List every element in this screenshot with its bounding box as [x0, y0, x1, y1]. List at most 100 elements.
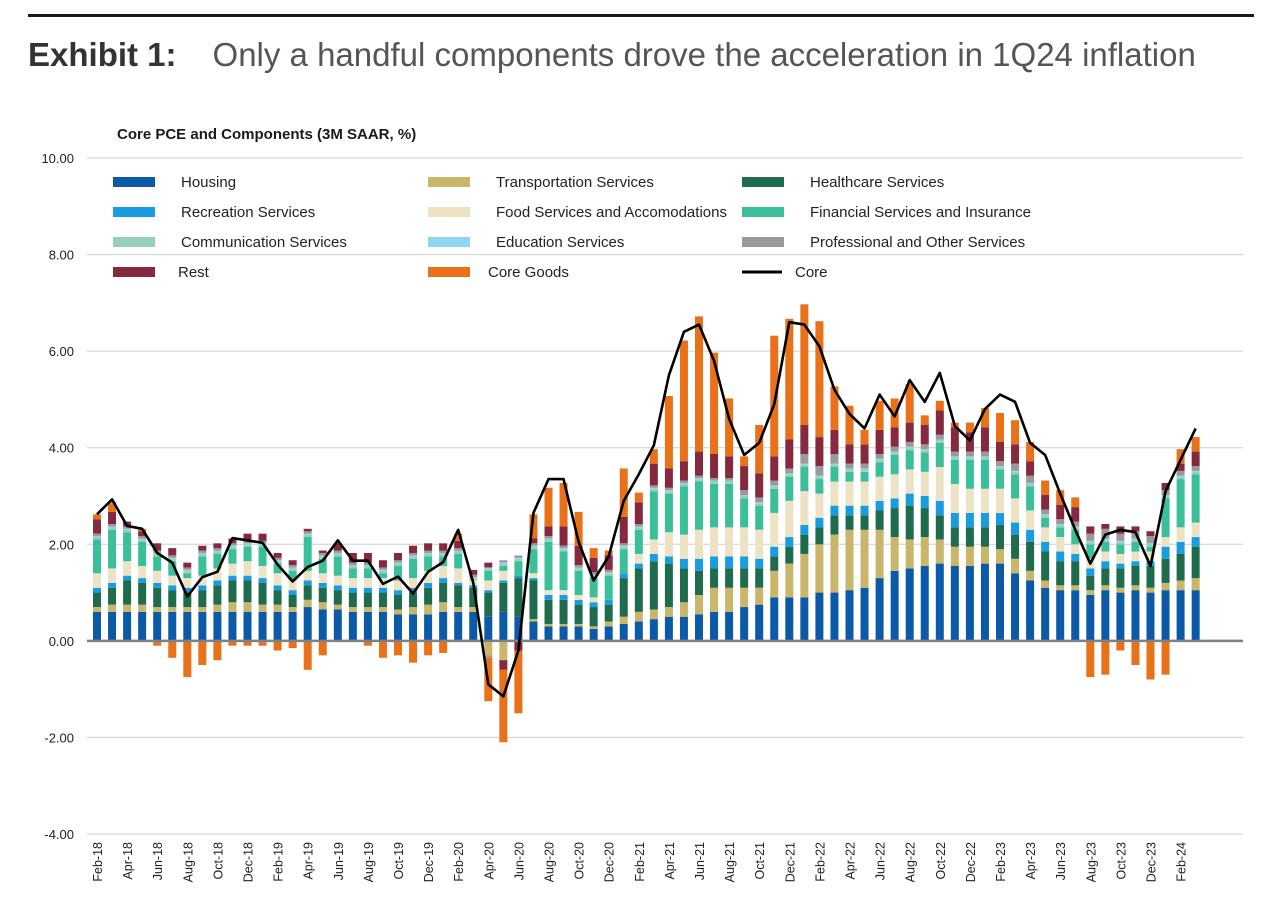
- bar-segment: [695, 594, 703, 615]
- bar-segment: [875, 453, 884, 459]
- bar-segment: [153, 607, 162, 612]
- x-tick-label: Feb-19: [272, 842, 286, 882]
- bar-segment: [544, 538, 553, 540]
- bar-segment: [288, 611, 297, 641]
- bar-segment: [303, 537, 312, 571]
- bar-segment: [785, 563, 794, 598]
- bar-segment: [1071, 544, 1080, 554]
- bar-segment: [363, 587, 372, 593]
- bar-segment: [333, 553, 342, 557]
- bar-segment: [1101, 524, 1110, 529]
- bar-segment: [198, 611, 207, 641]
- legend-label: Transportation Services: [496, 174, 654, 191]
- bar-segment: [123, 529, 132, 533]
- bar-segment: [589, 628, 598, 641]
- bar-segment: [1086, 533, 1095, 541]
- bar-segment: [860, 469, 869, 472]
- bar-segment: [499, 562, 508, 564]
- bar-segment: [604, 575, 613, 600]
- bar-segment: [168, 640, 177, 658]
- bar-segment: [695, 529, 703, 559]
- bar-segment: [815, 437, 824, 467]
- bar-segment: [935, 539, 944, 564]
- bar-segment: [770, 488, 779, 513]
- bar-segment: [980, 563, 989, 641]
- bar-segment: [303, 533, 312, 535]
- bar-segment: [409, 578, 418, 588]
- bar-segment: [168, 607, 177, 612]
- bar-segment: [950, 459, 959, 484]
- bar-segment: [890, 498, 899, 509]
- bar-segment: [1086, 544, 1095, 559]
- bar-segment: [363, 607, 372, 612]
- bar-segment: [138, 566, 147, 579]
- bar-segment: [108, 582, 117, 588]
- bar-segment: [378, 570, 387, 574]
- bar-segment: [604, 573, 613, 576]
- bar-segment: [619, 545, 628, 547]
- bar-segment: [454, 548, 463, 551]
- bar-segment: [123, 611, 132, 641]
- bar-segment: [243, 602, 252, 612]
- bar-segment: [213, 611, 222, 641]
- bar-segment: [333, 585, 342, 591]
- bar-segment: [273, 590, 282, 605]
- bar-segment: [1161, 582, 1170, 591]
- bar-segment: [1086, 594, 1095, 641]
- x-tick-label: Apr-22: [844, 842, 858, 880]
- bar-segment: [649, 609, 658, 620]
- bar-segment: [935, 440, 944, 443]
- bar-segment: [815, 479, 824, 494]
- bar-segment: [168, 585, 177, 591]
- bar-segment: [695, 451, 703, 476]
- bar-segment: [454, 550, 463, 552]
- bar-segment: [108, 527, 117, 530]
- bar-segment: [1026, 580, 1035, 641]
- bar-segment: [920, 415, 929, 426]
- x-tick-label: Dec-20: [603, 842, 617, 882]
- bar-segment: [484, 568, 493, 571]
- bar-segment: [544, 626, 553, 641]
- bar-segment: [1026, 441, 1035, 462]
- bar-segment: [785, 537, 794, 547]
- bar-segment: [198, 553, 207, 557]
- bar-segment: [1056, 524, 1065, 528]
- bar-segment: [755, 503, 764, 506]
- bar-segment: [770, 485, 779, 487]
- bar-segment: [920, 449, 929, 451]
- bar-segment: [815, 321, 824, 438]
- bar-segment: [1116, 544, 1125, 554]
- bar-segment: [439, 550, 448, 553]
- bar-segment: [469, 569, 478, 575]
- bar-segment: [574, 594, 583, 600]
- bar-segment: [243, 561, 252, 576]
- bar-segment: [213, 604, 222, 612]
- bar-segment: [288, 570, 297, 581]
- bar-segment: [905, 422, 914, 442]
- bar-segment: [800, 491, 809, 525]
- bar-segment: [153, 553, 162, 557]
- bar-segment: [454, 582, 463, 586]
- bar-segment: [920, 452, 929, 472]
- bar-segment: [815, 592, 824, 641]
- chart-title: Core PCE and Components (3M SAAR, %): [117, 126, 416, 143]
- bar-segment: [860, 587, 869, 641]
- bar-segment: [860, 468, 869, 470]
- bar-segment: [1191, 471, 1200, 475]
- bar-segment: [409, 587, 418, 593]
- bar-segment: [409, 607, 418, 615]
- bar-segment: [1011, 470, 1020, 472]
- bar-segment: [514, 557, 523, 559]
- bar-segment: [108, 502, 117, 512]
- bar-segment: [454, 568, 463, 583]
- bar-segment: [1101, 539, 1110, 542]
- bar-segment: [1176, 479, 1185, 528]
- bar-segment: [183, 567, 192, 570]
- bar-segment: [424, 552, 433, 554]
- bar-segment: [378, 607, 387, 612]
- bar-segment: [1101, 640, 1110, 675]
- bar-segment: [318, 556, 327, 559]
- bar-segment: [845, 469, 854, 472]
- bar-segment: [710, 480, 719, 482]
- bar-segment: [108, 526, 117, 528]
